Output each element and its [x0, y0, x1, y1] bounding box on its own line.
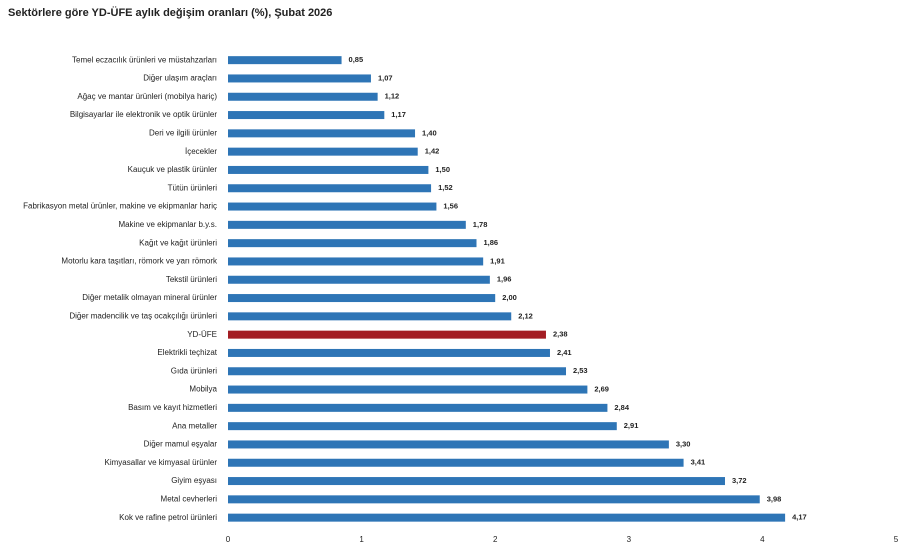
value-label: 4,17: [792, 513, 807, 522]
value-label: 1,78: [473, 220, 488, 229]
bar: [228, 220, 466, 229]
bar: [228, 257, 484, 266]
bar: [228, 294, 496, 303]
value-label: 1,50: [435, 165, 450, 174]
bar: [228, 312, 512, 321]
x-tick-label: 2: [493, 535, 498, 544]
value-label: 1,56: [443, 202, 458, 211]
y-tick-label: Ana metaller: [172, 421, 217, 430]
value-label: 2,69: [594, 385, 609, 394]
value-label: 0,85: [349, 55, 364, 64]
value-label: 1,96: [497, 275, 512, 284]
bar: [228, 56, 342, 65]
value-label: 2,84: [614, 403, 629, 412]
value-label: 2,91: [624, 421, 639, 430]
y-tick-label: Kauçuk ve plastik ürünler: [128, 165, 218, 174]
bar: [228, 74, 371, 83]
bar: [228, 513, 786, 522]
value-label: 1,91: [490, 256, 505, 265]
value-label: 3,30: [676, 439, 691, 448]
y-tick-label: Gıda ürünleri: [171, 366, 217, 375]
bar: [228, 385, 588, 394]
bar: [228, 165, 429, 174]
value-label: 2,38: [553, 330, 568, 339]
bar: [228, 147, 418, 156]
bar: [228, 184, 432, 193]
y-tick-label: Deri ve ilgili ürünler: [149, 128, 217, 137]
bar: [228, 422, 617, 431]
y-tick-label: Makine ve ekipmanlar b.y.s.: [118, 220, 217, 229]
y-tick-label: Temel eczacılık ürünleri ve müstahzarlar…: [72, 55, 217, 64]
bar: [228, 403, 608, 412]
y-tick-label: Tütün ürünleri: [168, 183, 218, 192]
y-tick-label: Fabrikasyon metal ürünler, makine ve eki…: [23, 202, 217, 211]
value-label: 2,12: [518, 311, 533, 320]
y-tick-label: Bilgisayarlar ile elektronik ve optik ür…: [70, 110, 218, 119]
y-tick-label: Diğer madencilik ve taş ocakçılığı ürünl…: [69, 311, 217, 320]
x-tick-label: 1: [359, 535, 364, 544]
y-tick-label: Diğer ulaşım araçları: [143, 74, 217, 83]
y-tick-label: Giyim eşyası: [171, 476, 217, 485]
y-tick-label: Elektrikli teçhizat: [157, 348, 217, 357]
y-tick-label: Metal cevherleri: [161, 494, 218, 503]
y-tick-label: Kimyasallar ve kimyasal ürünler: [105, 458, 218, 467]
chart-title: Sektörlere göre YD-ÜFE aylık değişim ora…: [8, 6, 332, 19]
bar: [228, 111, 385, 120]
x-tick-label: 4: [760, 535, 765, 544]
y-tick-label: Kağıt ve kağıt ürünleri: [139, 238, 217, 247]
y-tick-label: Basım ve kayıt hizmetleri: [128, 403, 217, 412]
value-label: 1,42: [425, 147, 440, 156]
x-tick-label: 3: [627, 535, 632, 544]
value-label: 2,41: [557, 348, 572, 357]
bar: [228, 440, 669, 449]
value-label: 1,07: [378, 73, 393, 82]
bar: [228, 202, 437, 211]
y-tick-label: YD-ÜFE: [187, 330, 217, 339]
y-tick-label: Motorlu kara taşıtları, römork ve yarı r…: [61, 257, 218, 266]
y-tick-label: Diğer mamul eşyalar: [144, 440, 218, 449]
y-tick-label: Mobilya: [189, 385, 217, 394]
y-tick-label: Diğer metalik olmayan mineral ürünler: [82, 293, 217, 302]
bar: [228, 275, 490, 284]
y-tick-label: Tekstil ürünleri: [166, 275, 217, 284]
bar: [228, 330, 546, 339]
value-label: 1,52: [438, 183, 453, 192]
x-tick-label: 5: [894, 535, 899, 544]
value-label: 1,40: [422, 128, 437, 137]
y-tick-label: Ağaç ve mantar ürünleri (mobilya hariç): [77, 92, 217, 101]
bar: [228, 477, 725, 486]
value-label: 2,00: [502, 293, 517, 302]
bar: [228, 458, 684, 467]
bar: [228, 495, 760, 504]
bar: [228, 348, 550, 357]
value-label: 3,41: [691, 458, 706, 467]
bar: [228, 92, 378, 101]
value-label: 1,17: [391, 110, 406, 119]
bar: [228, 367, 567, 376]
y-tick-label: İçecekler: [185, 147, 217, 156]
y-tick-label: Kok ve rafine petrol ürünleri: [119, 513, 217, 522]
bar: [228, 239, 477, 248]
value-label: 3,98: [767, 494, 782, 503]
value-label: 1,12: [385, 92, 400, 101]
value-label: 3,72: [732, 476, 747, 485]
value-label: 1,86: [483, 238, 498, 247]
bar: [228, 129, 416, 138]
x-tick-label: 0: [226, 535, 231, 544]
value-label: 2,53: [573, 366, 588, 375]
